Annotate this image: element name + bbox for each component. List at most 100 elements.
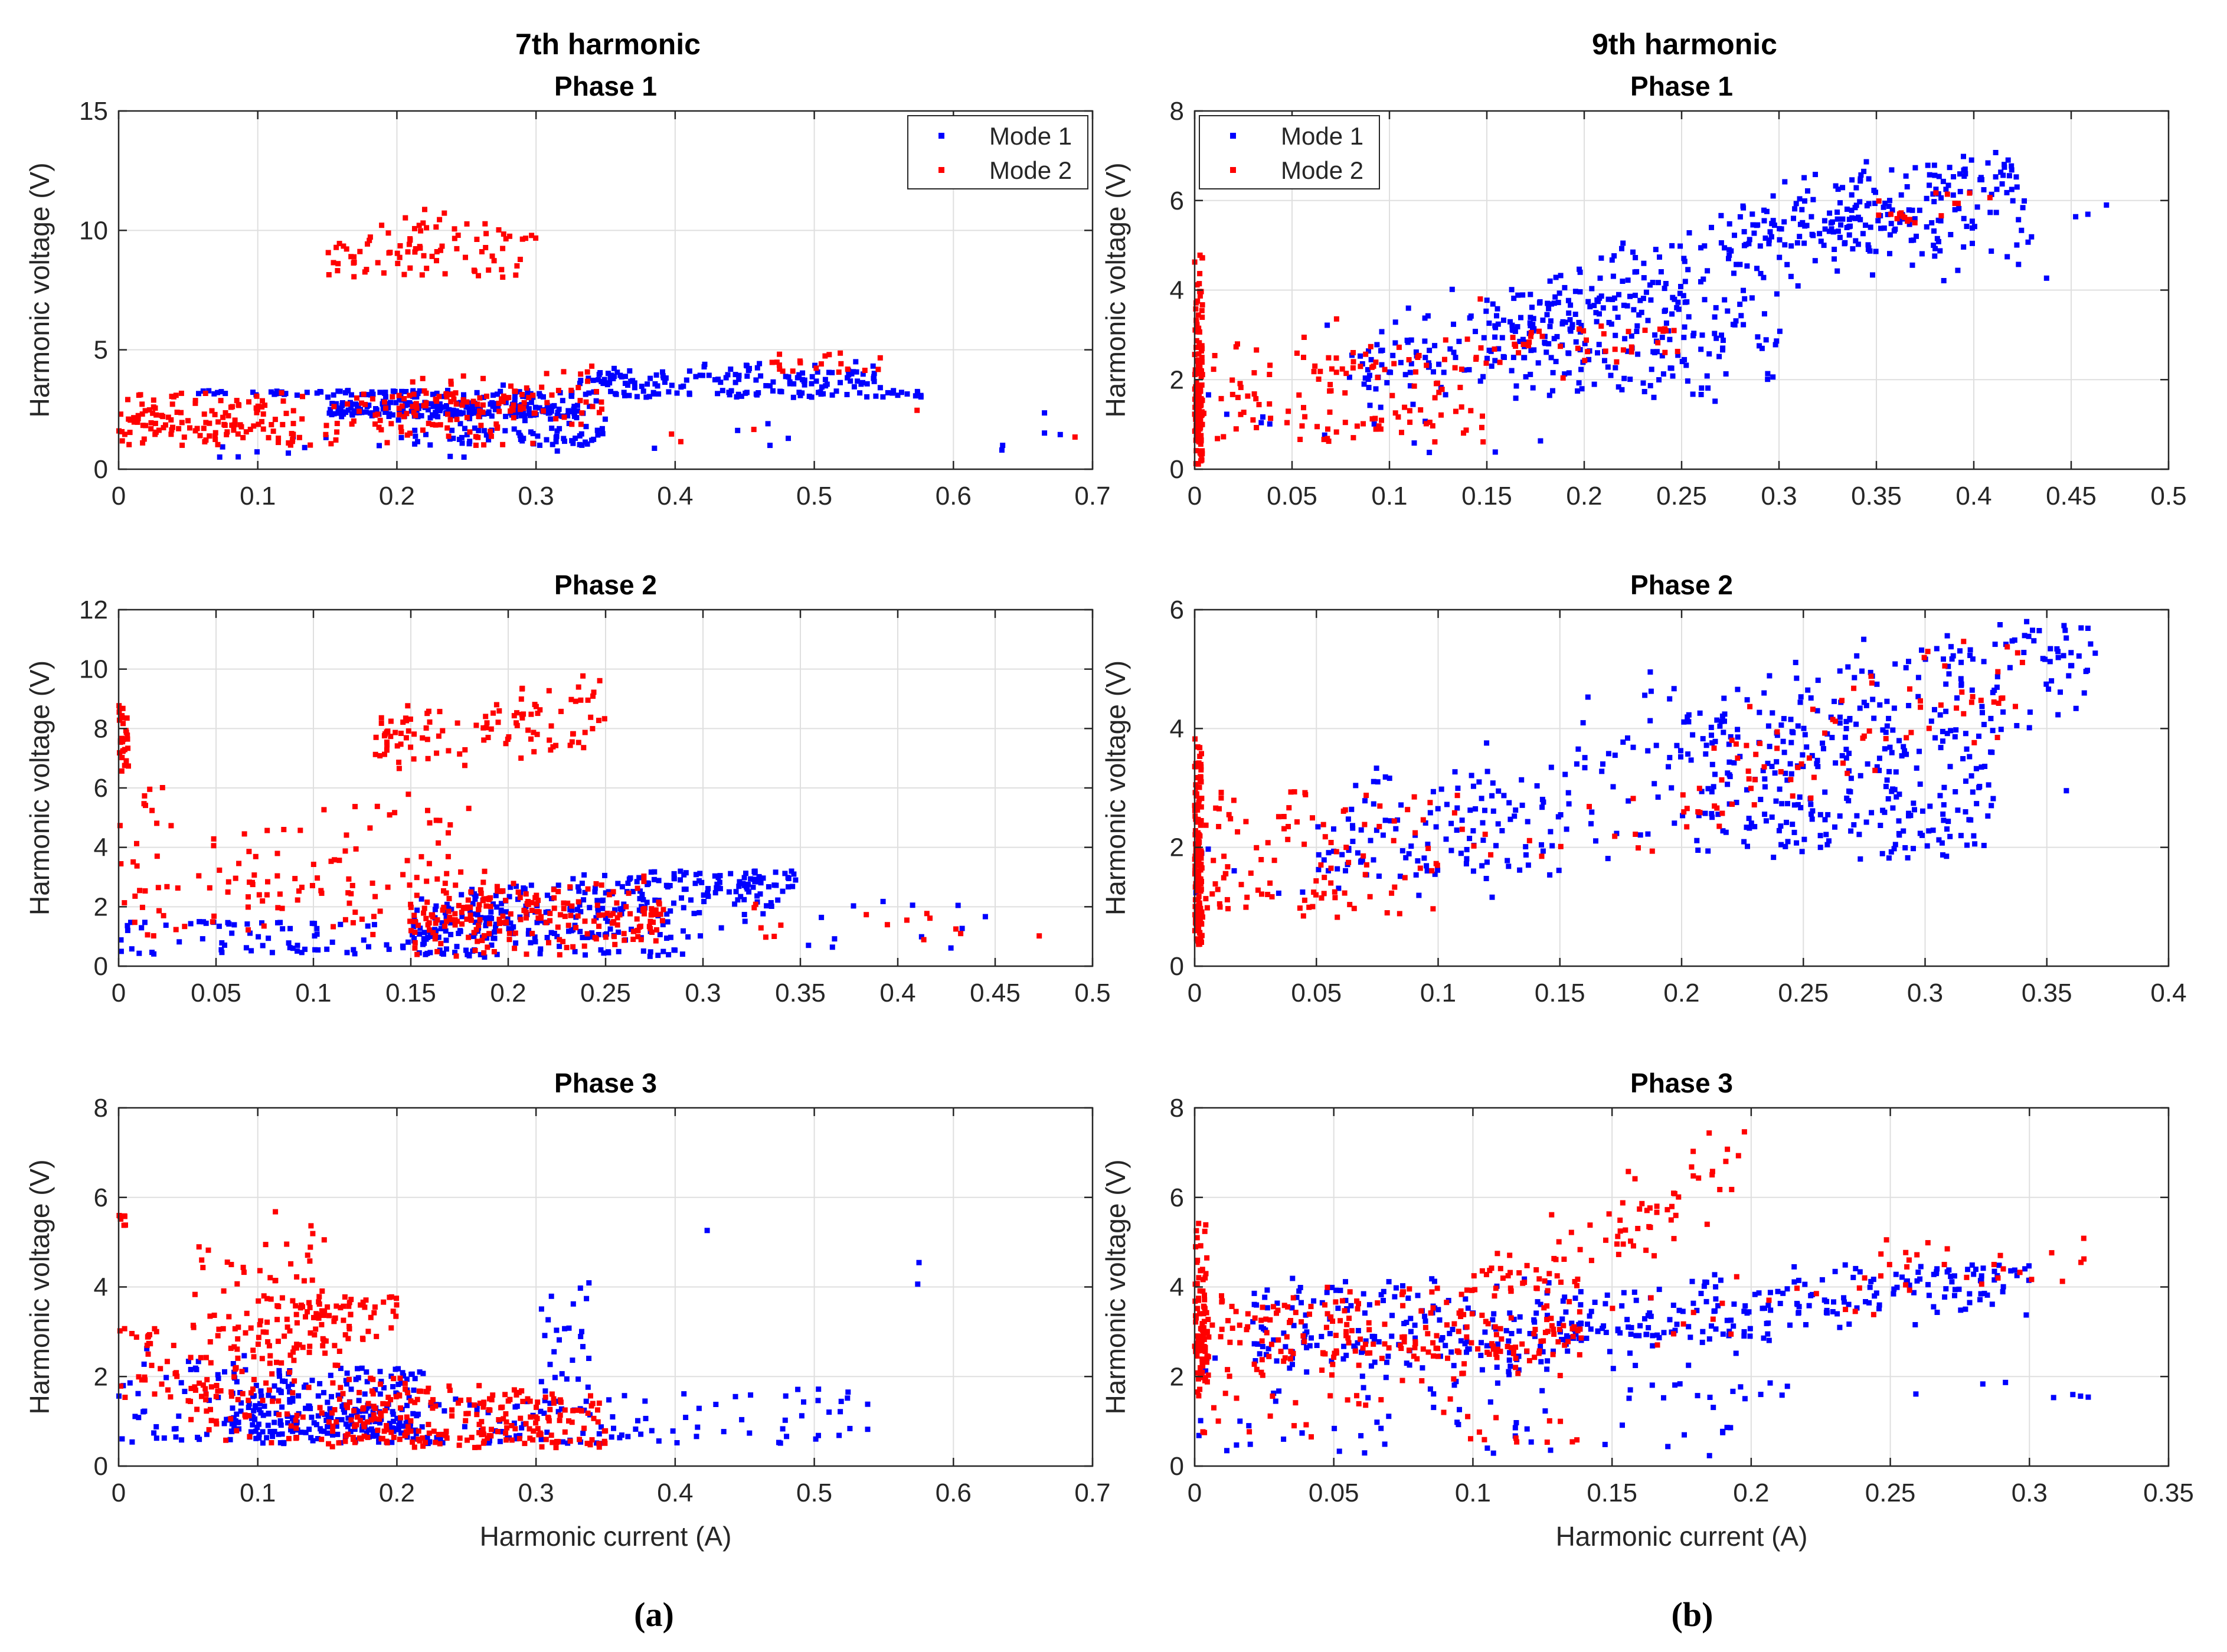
data-point: [1198, 881, 1204, 886]
data-point: [1505, 858, 1510, 863]
data-point: [1781, 219, 1787, 225]
data-point: [577, 1437, 583, 1442]
data-point: [1600, 305, 1606, 311]
data-point: [1981, 722, 1987, 727]
data-point: [253, 1382, 259, 1388]
data-point: [1955, 807, 1961, 813]
data-point: [252, 1405, 258, 1410]
data-point: [1848, 776, 1854, 781]
data-point: [493, 921, 499, 927]
data-point: [571, 410, 577, 416]
data-point: [250, 1422, 256, 1428]
data-point: [541, 1411, 547, 1416]
data-point: [638, 1431, 644, 1437]
data-point: [623, 904, 629, 910]
data-point: [1723, 829, 1729, 835]
data-point: [1547, 872, 1553, 878]
data-point: [1300, 889, 1306, 895]
data-point: [575, 907, 580, 912]
data-point: [517, 1432, 523, 1438]
data-point: [955, 902, 961, 908]
data-point: [1717, 723, 1723, 729]
data-point: [306, 1427, 312, 1432]
data-point: [233, 1366, 238, 1372]
data-point: [145, 932, 151, 938]
data-point: [414, 875, 420, 881]
data-point: [346, 900, 352, 906]
data-point: [1198, 920, 1204, 925]
data-point: [407, 717, 413, 722]
data-point: [1956, 205, 1962, 211]
data-point: [1517, 339, 1523, 344]
data-point: [314, 925, 320, 931]
data-point: [372, 1419, 378, 1424]
data-point: [388, 718, 394, 724]
data-point: [362, 269, 368, 275]
data-point: [551, 895, 557, 901]
data-point: [488, 726, 494, 732]
data-point: [1603, 348, 1608, 354]
data-point: [430, 1405, 436, 1411]
data-point: [544, 437, 550, 443]
data-point: [246, 927, 251, 933]
data-point: [1671, 686, 1677, 692]
data-point: [660, 369, 665, 375]
data-point: [476, 1421, 482, 1427]
data-point: [1521, 355, 1527, 361]
data-point: [456, 902, 462, 908]
data-point: [1448, 820, 1454, 826]
data-point: [1453, 408, 1458, 414]
data-point: [732, 901, 738, 907]
data-point: [139, 1377, 145, 1383]
data-point: [391, 1425, 396, 1431]
data-point: [654, 927, 659, 933]
data-point: [141, 436, 147, 442]
x-tick-label: 0: [1188, 482, 1202, 511]
data-point: [476, 1429, 482, 1435]
data-point: [393, 1313, 399, 1319]
data-point: [1195, 859, 1200, 865]
data-point: [1408, 337, 1414, 343]
data-point: [481, 428, 487, 434]
data-point: [408, 1398, 414, 1404]
data-point: [511, 426, 517, 432]
data-point: [796, 390, 802, 395]
data-point: [496, 928, 502, 934]
data-point: [250, 1347, 256, 1353]
data-point: [1410, 401, 1416, 407]
data-point: [1215, 436, 1221, 441]
data-point: [607, 926, 613, 932]
data-point: [1516, 350, 1522, 356]
data-point: [557, 912, 563, 918]
data-point: [224, 429, 230, 435]
data-point: [1316, 376, 1322, 382]
data-point: [1696, 786, 1702, 791]
data-point: [483, 903, 489, 909]
data-point: [588, 714, 594, 720]
data-point: [1594, 319, 1600, 325]
data-point: [1382, 774, 1388, 780]
data-point: [134, 840, 139, 846]
data-point: [608, 388, 614, 394]
data-point: [583, 1398, 589, 1404]
data-point: [735, 391, 741, 397]
data-point: [281, 1440, 287, 1445]
data-point: [417, 1369, 423, 1375]
data-point: [1413, 349, 1419, 355]
data-point: [1057, 431, 1063, 437]
data-point: [1774, 745, 1780, 751]
y-tick-label: 10: [79, 216, 108, 245]
data-point: [260, 1429, 266, 1435]
data-point: [562, 1429, 568, 1435]
data-point: [1779, 801, 1785, 807]
data-point: [161, 912, 166, 918]
data-point: [401, 396, 407, 401]
data-point: [1464, 847, 1470, 852]
data-point: [139, 401, 145, 407]
data-point: [1371, 778, 1376, 784]
panel-title: Phase 1: [554, 71, 657, 102]
data-point: [845, 367, 851, 372]
data-point: [1235, 829, 1241, 835]
data-point: [495, 719, 501, 725]
data-point: [362, 401, 368, 407]
